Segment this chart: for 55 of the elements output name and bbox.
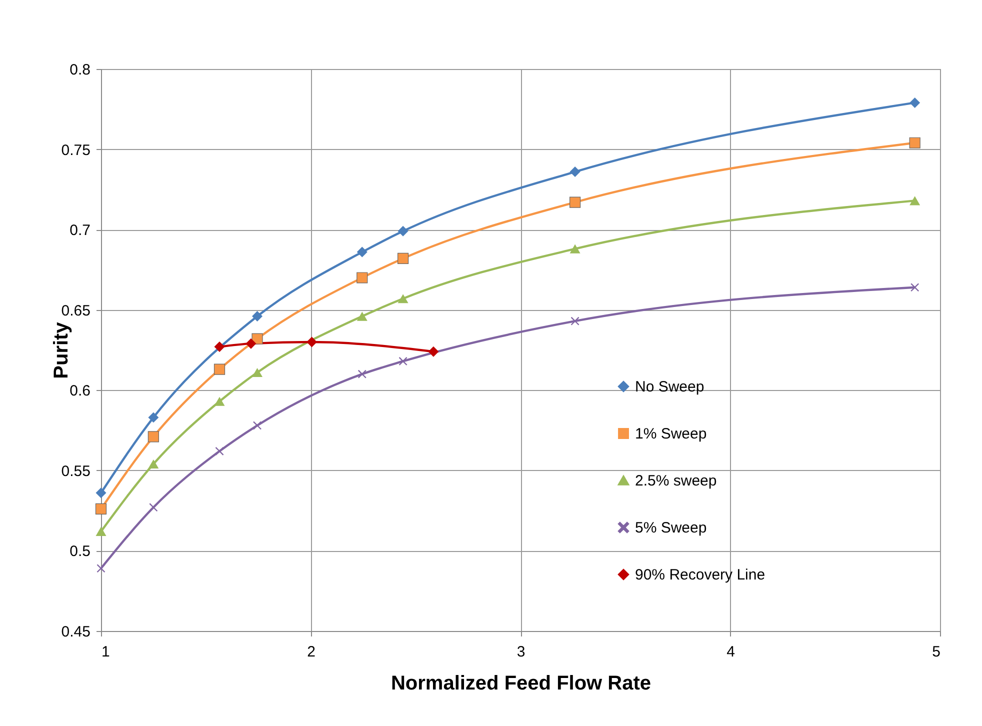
point — [397, 252, 409, 264]
point — [148, 412, 159, 423]
y-axis-title: Purity — [50, 321, 72, 379]
legend-label: 2.5% sweep — [635, 472, 717, 490]
point — [214, 342, 225, 352]
point — [252, 368, 263, 378]
y-tick-label: 0.45 — [61, 624, 90, 640]
y-tick-label: 0.65 — [61, 302, 90, 320]
point — [252, 333, 263, 344]
x-tick-label: 1 — [102, 644, 110, 660]
x-tick-label: 3 — [516, 644, 526, 660]
y-tick-label: 0.5 — [70, 543, 90, 560]
point — [398, 226, 408, 236]
x-tick-label: 5 — [932, 644, 940, 660]
point — [96, 564, 106, 573]
point — [356, 312, 368, 321]
point — [570, 316, 580, 326]
y-tick-label: 0.75 — [61, 142, 90, 159]
point — [358, 370, 366, 378]
point — [910, 283, 920, 292]
legend-label: 90% Recovery Line — [635, 566, 766, 584]
point — [570, 244, 580, 254]
point — [306, 336, 318, 348]
point — [909, 137, 920, 148]
point — [428, 346, 439, 357]
point — [95, 503, 107, 515]
point — [148, 459, 159, 469]
y-tick-label: 0.8 — [70, 62, 90, 78]
y-tick-label: 0.6 — [70, 382, 90, 400]
point — [398, 294, 408, 304]
point — [356, 272, 368, 284]
point — [252, 311, 263, 322]
point — [148, 431, 159, 442]
legend-label: 5% Sweep — [635, 520, 707, 536]
x-tick-label: 4 — [726, 644, 735, 660]
y-tick-label: 0.7 — [70, 222, 90, 240]
y-tick-label: 0.55 — [61, 462, 90, 480]
point — [910, 196, 920, 206]
point — [96, 488, 106, 498]
point — [910, 97, 920, 108]
point — [246, 338, 256, 349]
point — [214, 396, 225, 406]
x-tick-label: 2 — [307, 644, 316, 660]
point — [96, 526, 106, 536]
point — [356, 246, 368, 258]
point — [215, 446, 224, 456]
point — [214, 364, 226, 375]
x-axis-title: Normalized Feed Flow Rate — [390, 672, 652, 694]
legend-label: No Sweep — [635, 378, 704, 396]
point — [253, 421, 262, 430]
point — [569, 196, 581, 208]
point — [398, 357, 408, 366]
point — [149, 503, 158, 512]
point — [570, 166, 580, 178]
legend-label: 1% Sweep — [635, 426, 707, 442]
